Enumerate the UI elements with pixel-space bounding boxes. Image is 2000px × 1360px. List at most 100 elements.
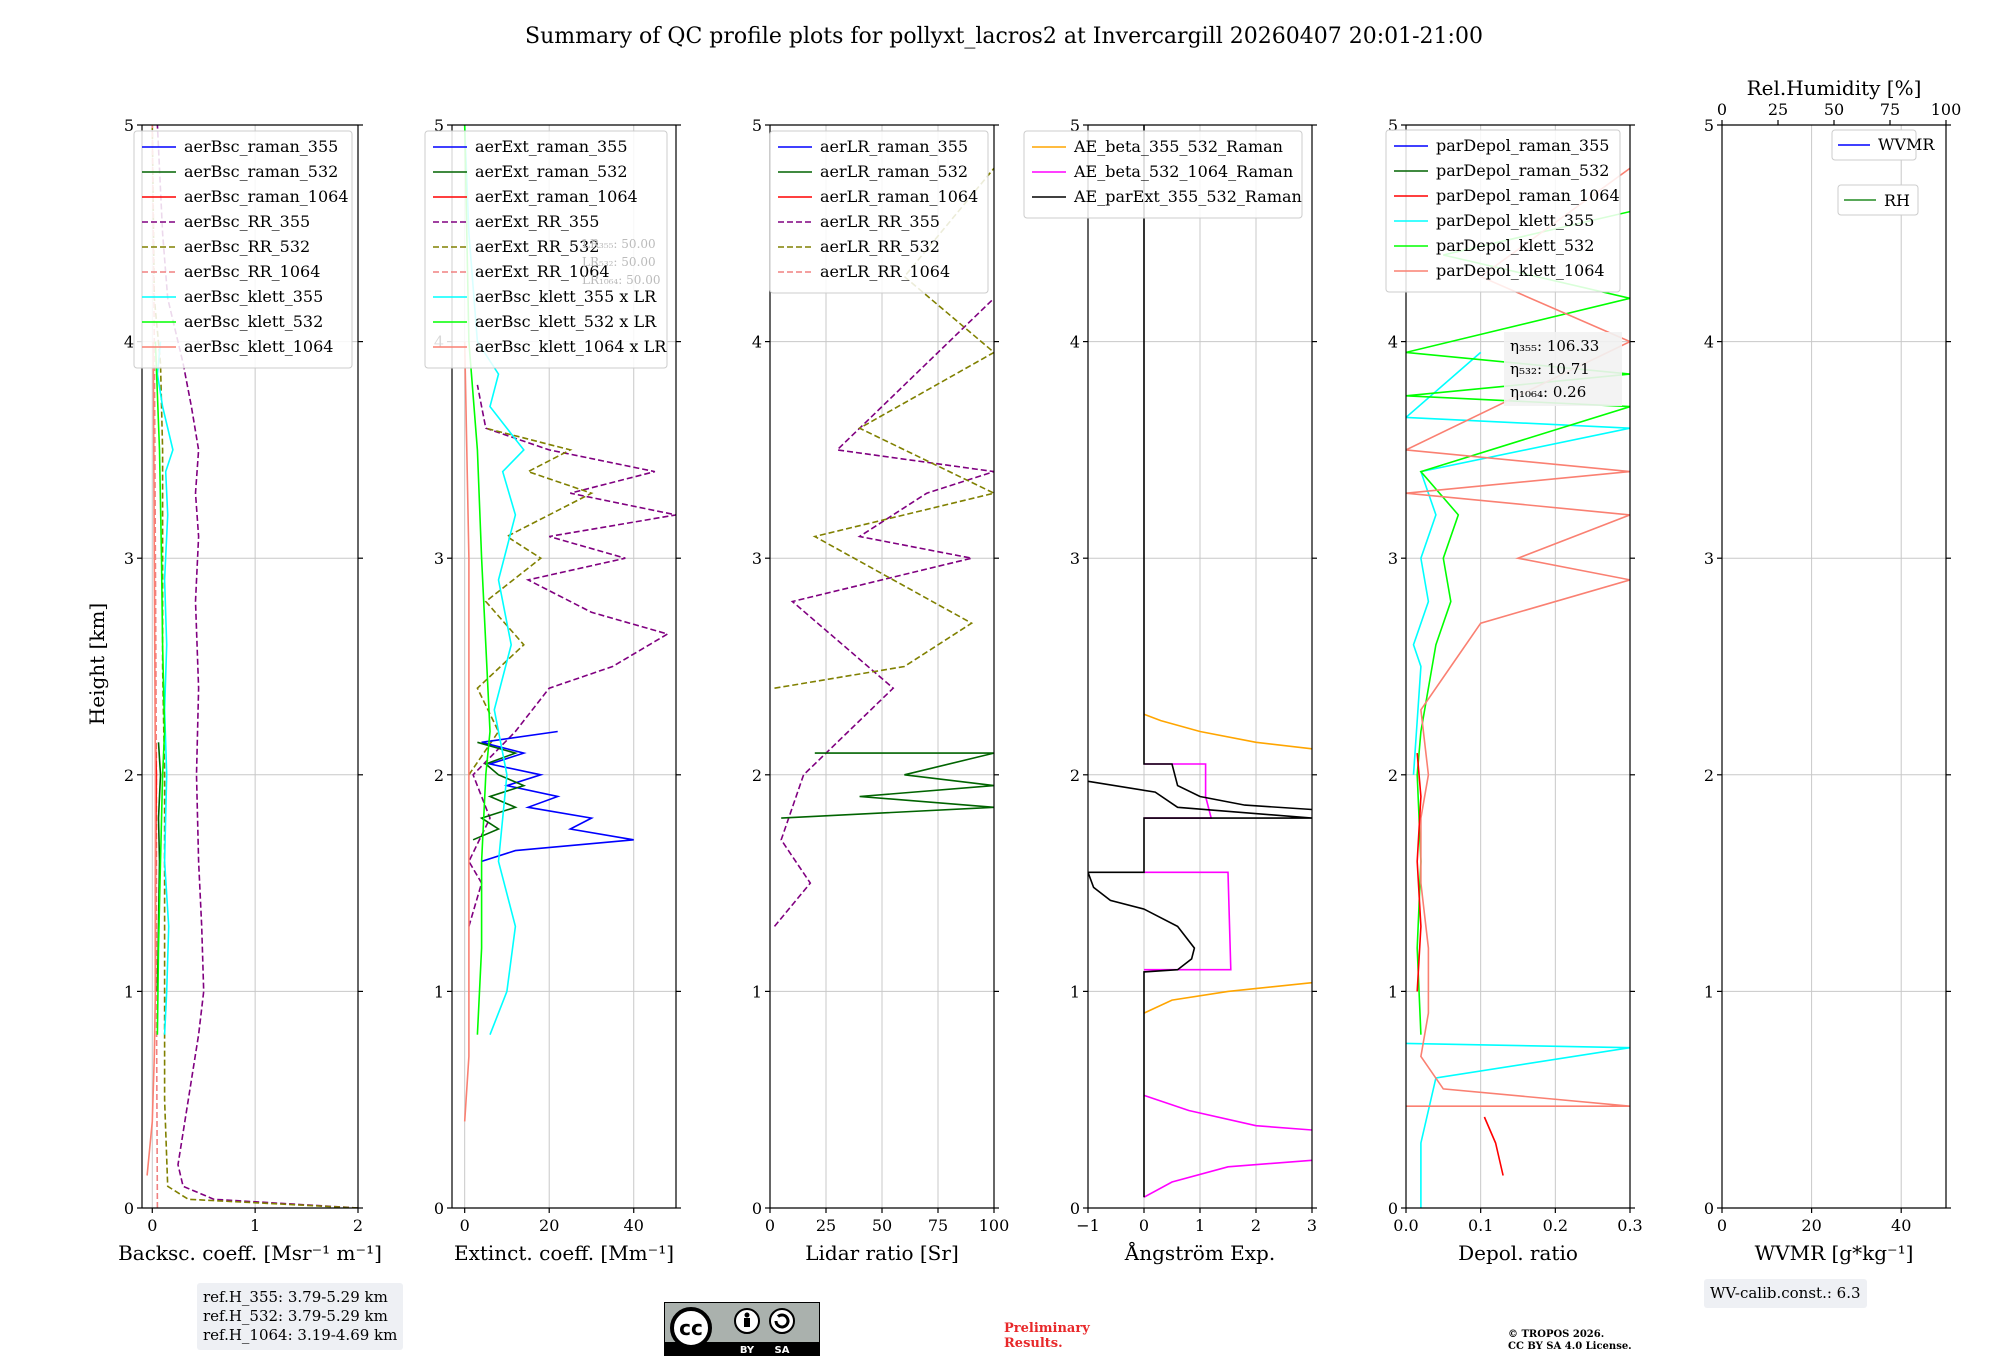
series-AE-beta-355-532-Raman xyxy=(1143,713,1312,750)
xtick-label-lidar_ratio: 50 xyxy=(872,1216,892,1235)
ytick-label-lidar_ratio: 5 xyxy=(752,116,762,135)
legend-lidar_ratio: aerLR_raman_355 aerLR_raman_532 aerLR_rama… xyxy=(769,130,989,294)
series-aerBsc-klett-355 xyxy=(156,341,174,1035)
xtick-label-depol: 0.1 xyxy=(1468,1216,1493,1235)
legend-label-extinction: aerExt_raman_532 xyxy=(475,162,628,181)
legend-label-lidar_ratio: aerLR_raman_355 xyxy=(820,137,968,156)
series-AE-parExt-355-532-Raman-b xyxy=(1088,780,1312,1198)
legend-depol: parDepol_raman_355 parDepol_raman_532 parD… xyxy=(1385,129,1621,293)
ytick-label-wvmr: 2 xyxy=(1704,766,1714,785)
legend-label-depol: parDepol_klett_1064 xyxy=(1436,261,1605,280)
xtick-label-extinction: 20 xyxy=(539,1216,559,1235)
legend-label-backscatter: aerBsc_RR_1064 xyxy=(184,262,320,281)
xtick-label-backscatter: 0 xyxy=(147,1216,157,1235)
legend-label-extinction: aerBsc_klett_355 x LR xyxy=(475,287,657,306)
legend-label-wvmr: WVMR xyxy=(1878,135,1935,154)
ytick-label-lidar_ratio: 4 xyxy=(752,333,762,352)
series-AE-parExt-355-532-Raman xyxy=(1143,125,1312,811)
copyright-note: © TROPOS 2026. CC BY SA 4.0 License. xyxy=(1508,1329,1632,1353)
xtick-label-wvmr: 0 xyxy=(1717,1216,1727,1235)
legend-box-angstrom xyxy=(1023,130,1303,219)
series-aerLR-RR-532 xyxy=(774,167,994,689)
legend-label-backscatter: aerBsc_klett_532 xyxy=(184,312,323,331)
series-aerBsc-RR-355 xyxy=(156,125,358,1208)
cc-by-label: BY xyxy=(740,1345,755,1356)
legend-label-backscatter: aerBsc_RR_532 xyxy=(184,237,310,256)
cc-logo-text: cc xyxy=(679,1316,703,1340)
cc-sa-label: SA xyxy=(775,1345,790,1356)
ytick-label-backscatter: 3 xyxy=(124,549,134,568)
xtick-label-backscatter: 2 xyxy=(353,1216,363,1235)
legend-label-extinction: aerExt_raman_1064 xyxy=(475,187,638,206)
panel-extinction: 01234502040Extinct. coeff. [Mm⁻¹]aerExt_… xyxy=(424,116,681,1265)
copyright-line-2: CC BY SA 4.0 License. xyxy=(1508,1341,1632,1352)
ytick-label-lidar_ratio: 0 xyxy=(752,1199,762,1218)
series-aerBsc-klett-532 xyxy=(154,341,166,1035)
eta-annotation: η₅₃₂: 10.71 xyxy=(1510,360,1590,378)
ytick-label-extinction: 5 xyxy=(434,116,444,135)
ref-height-355: ref.H_355: 3.79-5.29 km xyxy=(203,1288,388,1306)
series-parDepol-klett-1064 xyxy=(1406,167,1630,1107)
ytick-label-backscatter: 5 xyxy=(124,116,134,135)
legend-box-rh xyxy=(1837,184,1919,216)
ytick-label-depol: 3 xyxy=(1388,549,1398,568)
series-group-backscatter xyxy=(146,125,358,1208)
legend-label-depol: parDepol_klett_532 xyxy=(1436,236,1594,255)
wv-calibration-note: WV-calib.const.: 6.3 xyxy=(1704,1279,1867,1308)
ytick-label-wvmr: 0 xyxy=(1704,1199,1714,1218)
xtick-label-depol: 0.2 xyxy=(1543,1216,1568,1235)
ytick-label-extinction: 3 xyxy=(434,549,444,568)
series-AE-beta-532-1064-Raman-bottom xyxy=(1143,1159,1312,1198)
series-parDepol-raman-1064-upper xyxy=(1416,753,1422,992)
legend-label-backscatter: aerBsc_raman_1064 xyxy=(184,187,349,206)
top-x-axis-label: Rel.Humidity [%] xyxy=(1747,76,1922,100)
series-parDepol-klett-532 xyxy=(1406,210,1630,1035)
preliminary-line-2: Results. xyxy=(1004,1336,1063,1351)
xtick-label-extinction: 0 xyxy=(460,1216,470,1235)
legend-label-extinction: aerBsc_klett_532 x LR xyxy=(475,312,657,331)
legend-angstrom: AE_beta_355_532_Raman AE_beta_532_1064_Ra… xyxy=(1023,130,1303,219)
xtick-label-angstrom: 1 xyxy=(1195,1216,1205,1235)
legend-box-lidar_ratio xyxy=(769,130,989,294)
legend-label-rh: RH xyxy=(1884,191,1910,210)
series-AE-beta-532-1064-Raman-mid xyxy=(1144,871,1232,971)
xtick-label-angstrom: 3 xyxy=(1307,1216,1317,1235)
ytick-label-backscatter: 1 xyxy=(124,982,134,1001)
xtick-label-angstrom: 0 xyxy=(1139,1216,1149,1235)
legend-label-lidar_ratio: aerLR_raman_1064 xyxy=(820,187,978,206)
x-axis-label-angstrom: Ångström Exp. xyxy=(1124,1240,1275,1265)
series-group-lidar_ratio xyxy=(773,167,994,927)
ytick-label-wvmr: 5 xyxy=(1704,116,1714,135)
legend-backscatter: aerBsc_raman_355 aerBsc_raman_532 aerBsc_r… xyxy=(133,130,353,369)
x-axis-label-wvmr: WVMR [g*kg⁻¹] xyxy=(1755,1241,1914,1265)
legend-label-angstrom: AE_parExt_355_532_Raman xyxy=(1073,187,1302,206)
series-AE-beta-355-532-Raman-lower xyxy=(1143,981,1312,1014)
x-axis-label-backscatter: Backsc. coeff. [Msr⁻¹ m⁻¹] xyxy=(118,1241,382,1265)
ytick-label-wvmr: 3 xyxy=(1704,549,1714,568)
x-axis-label-extinction: Extinct. coeff. [Mm⁻¹] xyxy=(454,1241,674,1265)
eta-box xyxy=(1504,332,1622,406)
ytick-label-depol: 0 xyxy=(1388,1199,1398,1218)
eta-annotation: η₁₀₆₄: 0.26 xyxy=(1510,383,1586,401)
legend-label-extinction: aerExt_raman_355 xyxy=(475,137,628,156)
legend-box-depol xyxy=(1385,129,1621,293)
legend-label-backscatter: aerBsc_raman_355 xyxy=(184,137,338,156)
series-aerBsc-klett-1064-x-LR xyxy=(463,341,470,1122)
top-xtick-label: 75 xyxy=(1880,100,1900,119)
legend-label-depol: parDepol_klett_355 xyxy=(1436,211,1594,230)
panel-backscatter: 0 1 2 3 4 5 0 1 2 Backsc. coeff. [Msr⁻¹ m⁻¹] aerBs… xyxy=(118,116,382,1265)
reference-height-note: ref.H_355: 3.79-5.29 km ref.H_532: 3.79-… xyxy=(197,1283,404,1350)
legend-label-angstrom: AE_beta_532_1064_Raman xyxy=(1073,162,1293,181)
series-aerExt-RR-532 xyxy=(468,427,594,776)
xtick-label-wvmr: 20 xyxy=(1801,1216,1821,1235)
ytick-label-depol: 5 xyxy=(1388,116,1398,135)
ytick-label-extinction: 0 xyxy=(434,1199,444,1218)
ytick-label-wvmr: 4 xyxy=(1704,333,1714,352)
legend-label-depol: parDepol_raman_1064 xyxy=(1436,186,1620,205)
legend-wvmr: WVMR RH xyxy=(1831,129,1935,216)
xtick-label-lidar_ratio: 0 xyxy=(765,1216,775,1235)
ytick-label-depol: 2 xyxy=(1388,766,1398,785)
xtick-label-depol: 0.0 xyxy=(1393,1216,1418,1235)
series-aerBsc-klett-1064 xyxy=(146,341,157,1176)
